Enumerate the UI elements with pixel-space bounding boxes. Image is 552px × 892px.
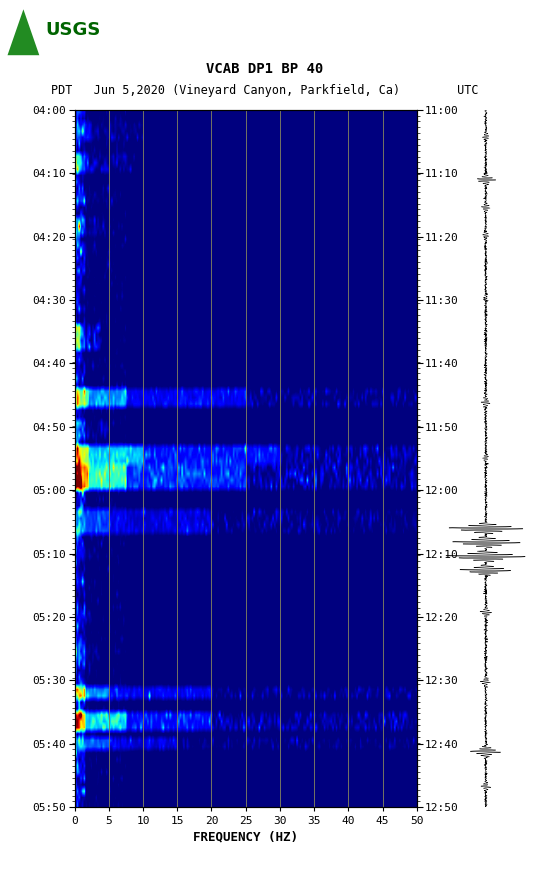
Text: PDT   Jun 5,2020 (Vineyard Canyon, Parkfield, Ca)        UTC: PDT Jun 5,2020 (Vineyard Canyon, Parkfie… <box>51 84 479 97</box>
Polygon shape <box>8 9 39 55</box>
X-axis label: FREQUENCY (HZ): FREQUENCY (HZ) <box>193 830 298 844</box>
Text: VCAB DP1 BP 40: VCAB DP1 BP 40 <box>206 62 323 77</box>
Text: USGS: USGS <box>45 21 100 39</box>
